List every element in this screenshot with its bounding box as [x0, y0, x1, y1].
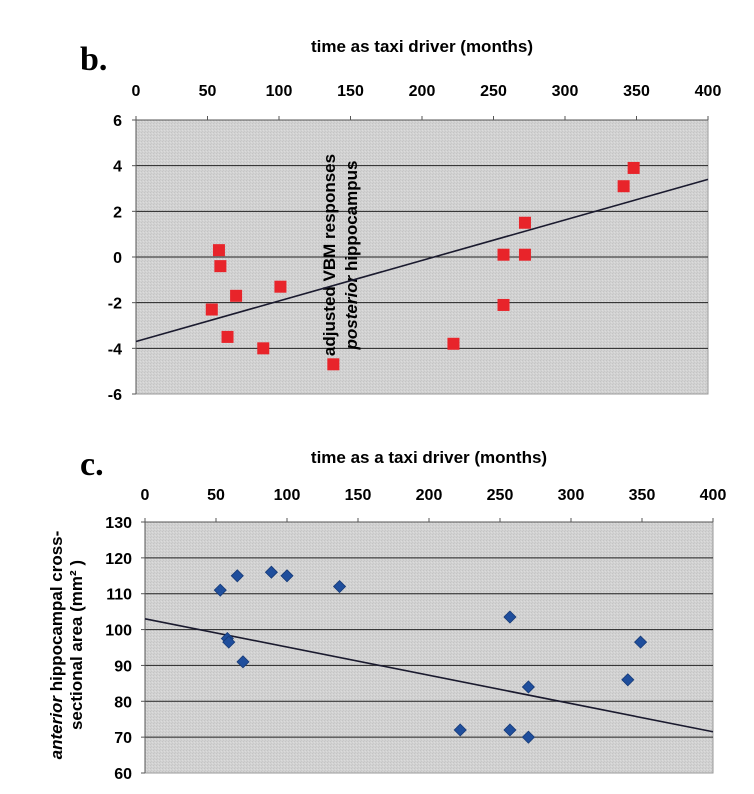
x-tick-label: 400	[695, 83, 722, 100]
trend-line	[135, 178, 709, 343]
y-tick-label: 120	[105, 551, 132, 568]
data-point	[521, 680, 535, 694]
data-point	[503, 610, 517, 624]
y-tick-label: 6	[113, 113, 122, 130]
x-tick-label: 400	[700, 487, 727, 504]
data-point	[327, 358, 340, 371]
x-tick-label: 200	[409, 83, 436, 100]
data-point	[213, 583, 227, 597]
y-tick-label: -6	[108, 387, 122, 404]
data-point	[447, 337, 460, 350]
data-point	[280, 569, 294, 583]
data-point	[453, 723, 467, 737]
data-point	[518, 248, 531, 261]
x-tick-label: 250	[480, 83, 507, 100]
x-tick-label: 50	[199, 83, 217, 100]
data-point	[212, 244, 225, 257]
y-axis-title-italic: anterior	[47, 695, 66, 760]
y-axis-title-line: anterior hippocampal cross-	[47, 531, 66, 760]
y-axis-title-rest: hippocampal cross-	[47, 531, 66, 696]
data-point	[621, 673, 635, 687]
y-axis-title-rest: hippocampus	[342, 161, 361, 276]
data-point	[236, 655, 250, 669]
x-tick-label: 150	[337, 83, 364, 100]
data-point	[230, 569, 244, 583]
data-point	[264, 565, 278, 579]
x-tick-label: 50	[207, 487, 225, 504]
y-tick-label: 90	[114, 658, 132, 675]
data-point	[221, 330, 234, 343]
trend-line	[144, 618, 714, 733]
data-point	[257, 342, 270, 355]
data-point	[518, 216, 531, 229]
x-axis-title: time as taxi driver (months)	[311, 37, 533, 56]
y-tick-label: 80	[114, 694, 132, 711]
x-axis-title: time as a taxi driver (months)	[311, 448, 547, 467]
data-point	[230, 289, 243, 302]
y-tick-label: 2	[113, 204, 122, 221]
panel-b: b. time as taxi driver (months) 6 4 2 0 -2 -4 -6…	[80, 37, 721, 404]
data-point	[332, 579, 347, 594]
y-tick-label: 70	[114, 730, 132, 747]
data-point	[503, 723, 517, 737]
plot-area	[145, 522, 713, 773]
y-tick-label: 60	[114, 766, 132, 783]
x-tick-label: 150	[345, 487, 372, 504]
y-tick-label: -4	[108, 341, 122, 358]
data-point	[214, 260, 227, 273]
y-axis-title-line: adjusted VBM responses	[320, 154, 339, 356]
x-tick-label: 300	[552, 83, 579, 100]
x-tick-label: 350	[623, 83, 650, 100]
data-point	[627, 161, 640, 174]
x-tick-label: 100	[274, 487, 301, 504]
data-point	[497, 298, 510, 311]
data-point	[634, 635, 648, 649]
data-point	[497, 248, 510, 261]
x-tick-label: 0	[132, 83, 141, 100]
y-axis-title-line: posterior hippocampus	[342, 161, 361, 351]
y-tick-label: 130	[105, 515, 132, 532]
data-point	[274, 280, 287, 293]
y-tick-label: 4	[113, 159, 122, 176]
data-point	[205, 303, 218, 316]
x-tick-label: 0	[141, 487, 150, 504]
y-tick-label: 0	[113, 250, 122, 267]
panel-letter: c.	[80, 446, 104, 483]
data-point	[222, 635, 236, 649]
panel-letter: b.	[80, 41, 107, 78]
y-tick-label: 110	[106, 587, 132, 604]
y-tick-label: 100	[105, 623, 132, 640]
x-tick-label: 250	[487, 487, 514, 504]
y-axis-title-line: sectional area (mm² )	[67, 560, 86, 730]
x-tick-label: 300	[558, 487, 585, 504]
x-tick-label: 100	[266, 83, 293, 100]
y-axis-title-italic: posterior	[342, 274, 361, 350]
x-tick-label: 200	[416, 487, 443, 504]
panel-c: c. time as a taxi driver (months) 130 120 11…	[47, 446, 726, 783]
data-point	[521, 730, 535, 744]
y-tick-label: -2	[108, 296, 122, 313]
data-point	[617, 180, 630, 193]
x-tick-label: 350	[629, 487, 656, 504]
